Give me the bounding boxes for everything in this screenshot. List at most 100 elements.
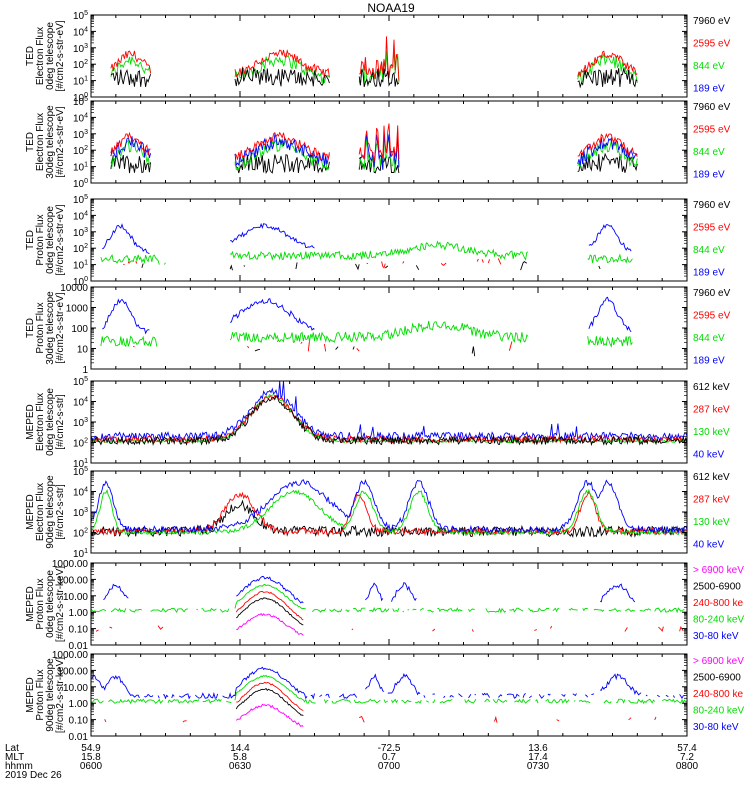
y-tick-label: 101 [73,76,88,88]
series-group [91,381,687,447]
y-tick-label: 10 [77,345,89,356]
legend-entry: 40 keV [693,540,724,551]
x-row-label: Lat [5,743,19,754]
x-tick-label: -72.5 [378,743,401,754]
series-group [100,222,633,271]
y-tick-label: 1 [82,365,88,376]
panel-7: 0.01 0.10 1.00 10.00 100.00 1000.00MEPEDProto… [25,559,744,652]
panel-6: 101 102 103 104 105 MEPEDElectron Flux90deg t… [25,466,730,560]
y-tick-label: 101 [73,162,88,174]
y-tick-label: 100 [71,324,88,335]
series-line [91,393,687,444]
x-tick-label: 17.4 [528,752,548,763]
y-tick-label: 102 [73,243,88,255]
x-tick-label: 13.6 [528,743,548,754]
legend-entry: 30-80 keV [693,722,739,733]
series-line [235,703,304,728]
legend-entry: > 6900 keV [693,656,744,667]
x-tick-label: 57.4 [677,743,697,754]
x-axis-footer: Lat 54.9 14.4 -72.5 13.6 57.4 MLT 15.8 5.8 0.7 17.… [5,743,699,781]
y-axis-label: TEDElectron Flux0deg telescope[#/cm2-s-s… [25,20,66,91]
plot-frame [90,470,688,554]
series-line [100,240,633,265]
series-group [91,479,687,538]
legend-entry: 612 keV [693,382,730,393]
x-tick-label: 5.8 [233,752,247,763]
y-tick-label: 102 [73,145,88,157]
y-tick-label: 100 [73,92,88,104]
y-tick-label: 105 [73,96,88,108]
legend-entry: 40 keV [693,450,724,461]
y-tick-label: 0.10 [69,716,89,727]
x-tick-label: 54.9 [81,743,101,754]
legend-entry: 287 keV [693,405,730,416]
legend-entry: 189 eV [693,356,725,367]
plot-frame [90,198,688,282]
series-line [235,688,304,717]
series-line [110,132,638,170]
legend-entry: 2595 eV [693,223,731,234]
legend-entry: 844 eV [693,61,725,72]
y-tick-label: 0.10 [69,625,89,636]
y-tick-label: 103 [73,43,88,55]
y-tick-label: 103 [73,417,88,429]
plot-frame [90,380,688,464]
series-line [236,597,304,626]
series-line [110,66,638,89]
plot-frame [90,562,688,646]
y-axis-label: MEPEDElectron Flux0deg telescope[#/cm2-s… [25,388,66,456]
legend-entry: > 6900 keV [693,565,744,576]
series-line [133,340,628,351]
legend-entry: 2500-6900 [693,673,741,684]
panel-5: 101 102 103 104 105 MEPEDElectron Flux0deg te… [25,376,730,470]
y-tick-label: 104 [73,112,88,124]
y-axis-label: TEDProton Flux30deg telescope[#/cm2-s-st… [25,291,66,365]
legend-entry: 7960 eV [693,288,731,299]
series-group [91,666,687,728]
y-tick-label: 101 [73,458,88,470]
series-line [91,674,687,705]
y-axis-label: MEPEDElectron Flux90deg telescope[#/cm2-… [25,475,66,549]
legend-entry: 2595 eV [693,125,731,136]
y-tick-label: 103 [73,129,88,141]
series-line [100,320,633,348]
x-row-label: hhmm [5,761,33,772]
x-tick-label: 0630 [229,761,252,772]
series-line [91,488,687,536]
series-group [110,36,638,89]
series-line [95,591,684,632]
y-tick-label: 103 [73,507,88,519]
legend-entry: 2595 eV [693,39,731,50]
legend-entry: 844 eV [693,147,725,158]
y-tick-label: 101 [73,260,88,272]
y-tick-label: 0.01 [69,641,89,652]
series-line [91,583,685,614]
x-tick-label: 14.4 [230,743,250,754]
legend-entry: 844 eV [693,245,725,256]
y-tick-label: 1000.00 [52,559,89,570]
x-tick-label: 0600 [80,761,103,772]
legend-entry: 80-240 keV [693,706,744,717]
series-line [102,222,632,255]
legend-entry: 2500-6900 [693,582,741,593]
y-tick-label: 10000 [60,283,88,294]
y-tick-label: 100 [73,276,88,288]
y-tick-label: 102 [73,528,88,540]
legend-entry: 130 keV [693,427,730,438]
series-line [91,666,685,700]
series-group [91,575,685,636]
series-group [110,123,638,174]
legend-entry: 240-800 ke [693,689,743,700]
panel-8: 0.01 0.10 1.00 10.00 100.00 1000.00MEPEDProto… [25,650,744,743]
chart-title: NOAA19 [367,1,415,15]
series-line [110,49,638,86]
series-line [91,395,687,447]
x-tick-label: 0700 [378,761,401,772]
y-tick-label: 0.01 [69,732,89,743]
y-tick-label: 10.00 [63,683,88,694]
series-line [91,381,687,443]
legend-entry: 189 eV [693,84,725,95]
y-tick-label: 104 [73,397,88,409]
